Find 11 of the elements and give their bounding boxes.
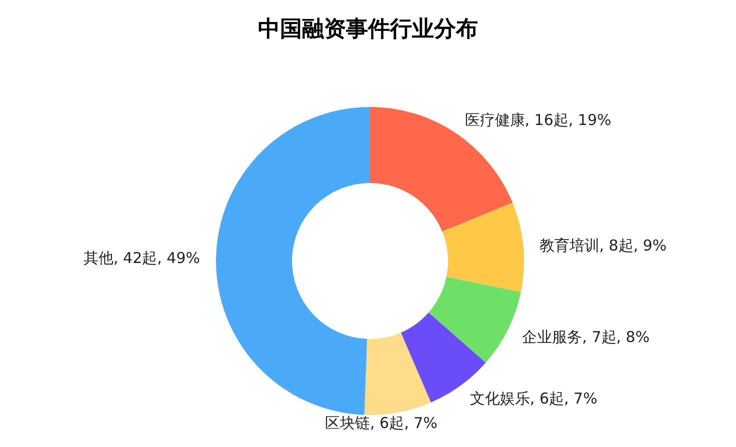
slice-label: 企业服务, 7起, 8% (522, 328, 650, 346)
donut-slice (364, 332, 431, 415)
slice-label: 文化娱乐, 6起, 7% (470, 390, 598, 408)
slice-label: 区块链, 6起, 7% (325, 414, 438, 432)
donut-slice (216, 107, 370, 415)
slice-label: 其他, 42起, 49% (84, 248, 200, 267)
chart-title: 中国融资事件行业分布 (257, 16, 479, 44)
slice-label: 医疗健康, 16起, 19% (464, 110, 612, 129)
donut-slice (428, 276, 521, 363)
slice-label: 教育培训, 8起, 9% (539, 236, 667, 254)
donut-slice (442, 202, 524, 292)
